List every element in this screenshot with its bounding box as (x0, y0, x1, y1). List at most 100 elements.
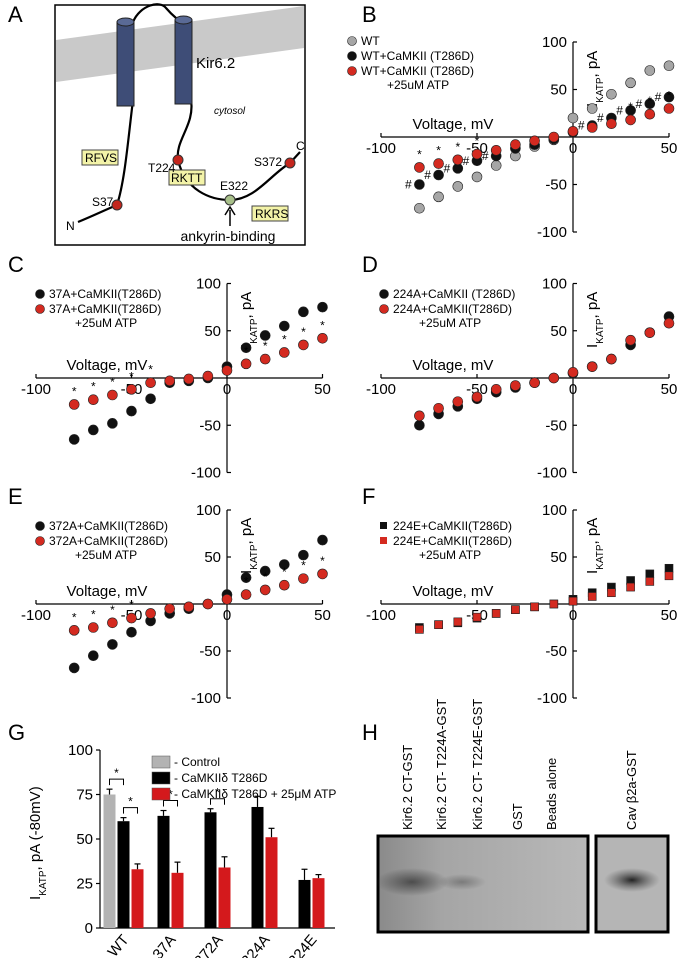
y-tick-label: 50 (550, 82, 567, 99)
point (164, 603, 175, 615)
bar (312, 878, 325, 928)
legend-swatch (151, 755, 171, 769)
y-tick-label: -50 (545, 177, 567, 194)
y-axis-label: IKATP, pA (584, 292, 606, 348)
y-tick-label: -50 (545, 643, 567, 660)
region-label: cytosol (214, 106, 246, 117)
significance-label: * (475, 134, 480, 148)
bar (103, 794, 116, 928)
label-part: KATP (595, 77, 606, 103)
significance-label: # (616, 103, 623, 117)
x-tick-label: -50 (466, 140, 488, 157)
point (567, 367, 579, 378)
point (278, 579, 290, 591)
bar (117, 821, 130, 928)
point (644, 108, 656, 120)
point (664, 563, 674, 573)
significance-label: * (91, 608, 96, 622)
label-part: KATP (595, 544, 606, 570)
binding-label: ankyrin-binding (181, 228, 276, 244)
point (606, 353, 617, 365)
point (298, 549, 309, 561)
point (202, 598, 214, 610)
label-part: KATP (595, 318, 606, 344)
point (626, 582, 635, 592)
point (240, 572, 252, 583)
protein-label: Kir6.2 (196, 55, 235, 72)
point (471, 171, 483, 183)
point (433, 158, 444, 169)
point (567, 112, 579, 124)
point (414, 179, 425, 190)
x-tick-label: 0 (223, 607, 231, 624)
y-tick-label: -100 (191, 690, 221, 707)
y-tick-label: 50 (204, 549, 221, 566)
point (645, 569, 655, 579)
motif-label: RFVS (85, 151, 117, 165)
significance-label: * (282, 565, 287, 579)
legend-marker (380, 537, 387, 544)
x-tick-label: 50 (661, 140, 678, 157)
point (568, 596, 578, 606)
point (68, 434, 80, 445)
bar (204, 812, 217, 928)
point (414, 410, 425, 422)
legend-line: +25uM ATP (419, 548, 481, 562)
point (510, 380, 521, 391)
motif-box (168, 169, 206, 186)
motif-box (81, 149, 119, 166)
significance-label: # (597, 111, 604, 125)
label-part: KATP (38, 870, 49, 896)
point (88, 622, 99, 633)
significance-label: * (72, 384, 77, 398)
y-tick-label: 100 (542, 276, 567, 293)
significance-label: # (578, 119, 585, 133)
legend-marker (347, 66, 357, 76)
legend-line: +25uM ATP (419, 316, 481, 330)
legend-label: 37A+CaMKII(T286D) (49, 287, 161, 301)
point (126, 405, 137, 417)
point (529, 377, 540, 389)
legend-marker (379, 304, 389, 314)
significance-label: * (301, 559, 306, 573)
site-label: T224 (148, 161, 176, 175)
legend-line: 37A+CaMKII(T286D) (49, 302, 161, 316)
point (145, 393, 156, 405)
legend-marker (35, 304, 45, 314)
significance-label: * (244, 575, 249, 589)
x-tick-label: 50 (314, 381, 331, 398)
significance-label: * (263, 570, 268, 584)
point (490, 384, 502, 395)
point (433, 402, 444, 414)
legend-label: 372A+CaMKII(T286D) (49, 519, 168, 533)
terminus-label: N (66, 219, 75, 233)
site-label: E322 (220, 179, 248, 193)
x-tick-label: 0 (569, 381, 577, 398)
point (663, 60, 675, 72)
point (107, 639, 118, 650)
legend-label: 37A+CaMKII(T286D) +25uM ATP (49, 302, 161, 330)
y-tick-label: 50 (550, 549, 567, 566)
legend-line: +25uM ATP (387, 78, 449, 92)
point (88, 650, 99, 662)
x-axis-label: Voltage, mV (413, 116, 494, 133)
bracket (123, 807, 138, 814)
point (644, 327, 656, 338)
y-tick-label: 0 (85, 920, 93, 937)
x-tick-label: 0 (569, 140, 577, 157)
x-tick-label: 50 (314, 607, 331, 624)
y-tick-label: 25 (76, 876, 93, 893)
y-tick-label: 100 (542, 502, 567, 519)
point (317, 301, 328, 313)
x-tick-label: 0 (569, 607, 577, 624)
bar (251, 806, 264, 928)
x-tick-label: 50 (661, 381, 678, 398)
legend-swatch (151, 771, 171, 785)
significance-label: # (424, 168, 431, 182)
point (663, 317, 675, 329)
point (664, 571, 674, 581)
legend-label: 224A+CaMKII(T286D) +25uM ATP (393, 302, 512, 330)
significance-label: * (168, 788, 173, 802)
point (145, 608, 156, 619)
point (625, 77, 636, 89)
